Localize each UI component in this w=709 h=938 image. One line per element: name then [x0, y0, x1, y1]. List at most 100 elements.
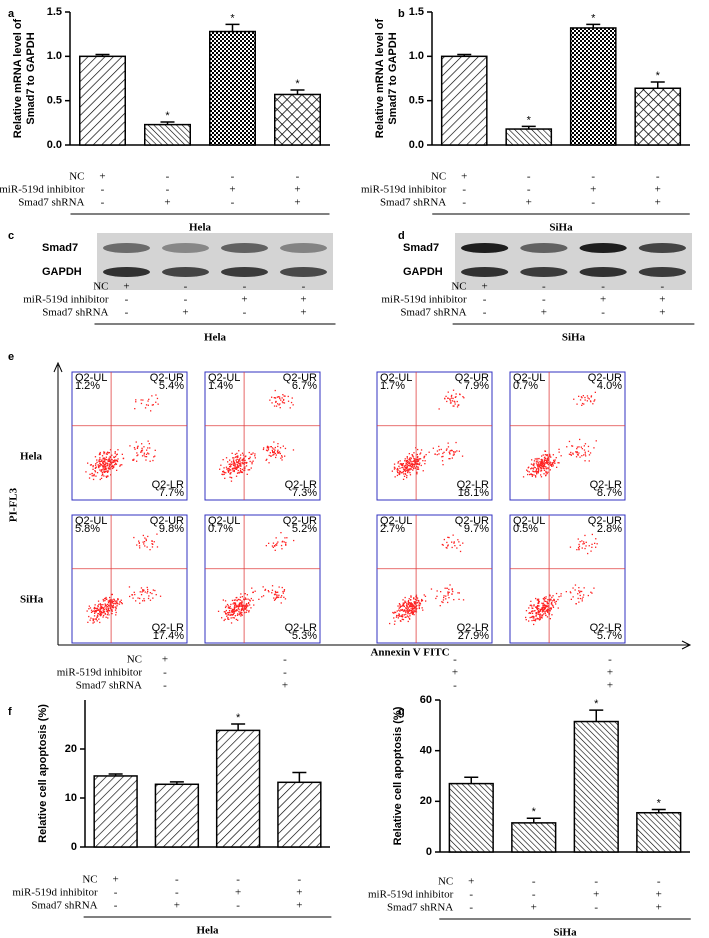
- event-dot: [281, 456, 283, 458]
- event-dot: [136, 455, 138, 457]
- event-dot: [234, 615, 236, 617]
- event-dot: [545, 466, 547, 468]
- event-dot: [94, 470, 96, 472]
- event-dot: [553, 459, 555, 461]
- event-dot: [534, 618, 537, 620]
- event-dot: [97, 613, 99, 615]
- event-dot: [536, 608, 539, 610]
- event-dot: [275, 400, 277, 403]
- condition-label: Smad7 shRNA: [31, 900, 97, 912]
- event-dot: [570, 592, 572, 594]
- event-dot: [423, 594, 425, 596]
- event-dot: [403, 602, 405, 604]
- event-dot: [438, 445, 440, 448]
- event-dot: [444, 398, 446, 400]
- condition-sign: +: [294, 184, 300, 196]
- event-dot: [151, 592, 153, 595]
- event-dot: [535, 613, 537, 615]
- event-dot: [230, 469, 232, 471]
- event-dot: [233, 467, 235, 469]
- y-tick-label: 40: [420, 745, 432, 757]
- condition-label: Smad7 shRNA: [18, 197, 84, 209]
- event-dot: [271, 592, 273, 594]
- event-dot: [142, 534, 144, 537]
- event-dot: [416, 604, 418, 607]
- event-dot: [107, 452, 109, 454]
- y-axis-title: Relative cell apoptosis (%): [37, 704, 49, 843]
- event-dot: [451, 541, 453, 543]
- y-axis-title: Relative cell apoptosis (%): [392, 706, 404, 845]
- event-dot: [550, 598, 552, 600]
- event-dot: [442, 544, 444, 546]
- event-dot: [148, 398, 150, 400]
- bar: [79, 55, 126, 146]
- event-dot: [406, 459, 408, 461]
- event-dot: [102, 466, 104, 468]
- event-dot: [225, 613, 227, 615]
- event-dot: [142, 589, 144, 592]
- event-dot: [457, 592, 459, 594]
- event-dot: [448, 451, 450, 453]
- condition-label: Smad7 shRNA: [42, 307, 108, 319]
- event-dot: [242, 454, 245, 456]
- event-dot: [395, 611, 397, 614]
- condition-sign: -: [453, 654, 457, 666]
- event-dot: [95, 618, 97, 620]
- event-dot: [269, 399, 271, 401]
- event-dot: [292, 404, 294, 406]
- event-dot: [414, 458, 416, 460]
- band-label: Smad7: [403, 242, 439, 254]
- event-dot: [407, 468, 409, 470]
- event-dot: [414, 598, 417, 601]
- event-dot: [97, 465, 100, 468]
- event-dot: [408, 453, 410, 455]
- event-dot: [99, 458, 101, 461]
- event-dot: [101, 606, 103, 608]
- event-dot: [397, 617, 399, 619]
- event-dot: [405, 470, 407, 473]
- event-dot: [535, 469, 538, 471]
- condition-sign: +: [656, 889, 662, 901]
- event-dot: [410, 463, 412, 465]
- event-dot: [252, 460, 254, 462]
- event-dot: [118, 603, 121, 605]
- event-dot: [274, 598, 276, 600]
- event-dot: [398, 472, 400, 474]
- event-dot: [535, 460, 538, 462]
- event-dot: [283, 589, 286, 591]
- event-dot: [102, 598, 104, 601]
- event-dot: [247, 602, 250, 605]
- event-dot: [96, 616, 98, 618]
- event-dot: [582, 596, 584, 598]
- event-dot: [103, 611, 106, 613]
- event-dot: [145, 539, 147, 542]
- condition-sign: -: [469, 902, 473, 914]
- event-dot: [404, 468, 406, 471]
- event-dot: [577, 538, 579, 540]
- event-dot: [103, 464, 105, 466]
- event-dot: [276, 452, 279, 454]
- event-dot: [230, 471, 232, 474]
- event-dot: [103, 451, 105, 453]
- event-dot: [579, 399, 582, 401]
- condition-sign: -: [243, 281, 247, 293]
- blot-band: [638, 243, 686, 253]
- condition-label: Smad7 shRNA: [76, 680, 142, 692]
- event-dot: [281, 586, 283, 589]
- event-dot: [543, 464, 546, 466]
- event-dot: [111, 465, 113, 468]
- event-dot: [94, 471, 97, 473]
- event-dot: [546, 616, 549, 618]
- event-dot: [411, 603, 413, 605]
- event-dot: [545, 470, 547, 473]
- event-dot: [529, 473, 531, 476]
- condition-sign: +: [468, 876, 474, 888]
- event-dot: [249, 600, 251, 602]
- event-dot: [417, 467, 419, 469]
- bar: [636, 811, 682, 853]
- event-dot: [547, 459, 550, 462]
- event-dot: [237, 472, 239, 474]
- event-dot: [146, 592, 148, 594]
- condition-sign: -: [101, 197, 105, 209]
